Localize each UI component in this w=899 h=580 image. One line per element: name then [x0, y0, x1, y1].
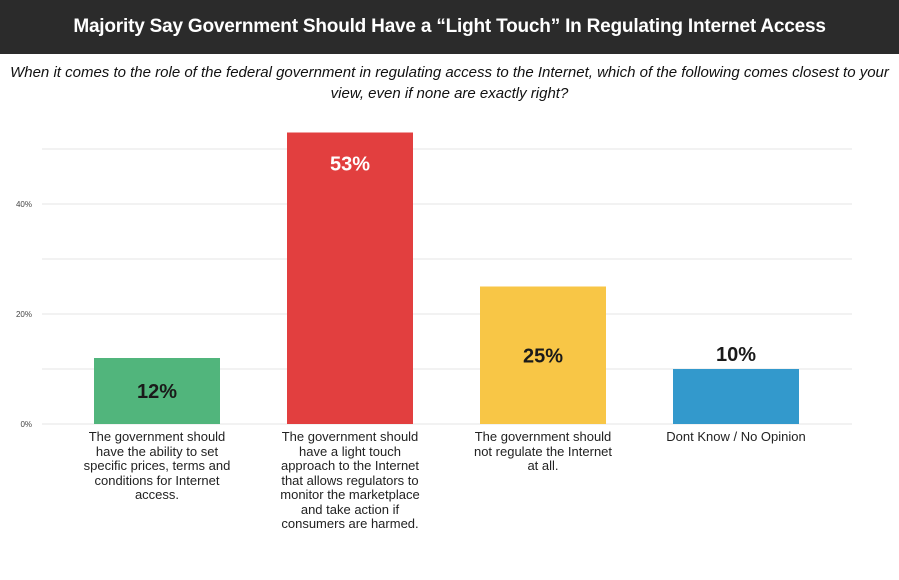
data-label: 10%	[716, 344, 756, 366]
data-label: 25%	[523, 345, 563, 367]
x-category-label: The government should have a light touch…	[280, 429, 420, 531]
y-tick-label: 40%	[16, 200, 32, 209]
bar-1	[94, 358, 220, 424]
data-label: 53%	[330, 154, 370, 176]
data-label: 12%	[137, 381, 177, 403]
x-category-label: Dont Know / No Opinion	[666, 429, 806, 444]
chart-title: Majority Say Government Should Have a “L…	[73, 16, 826, 37]
y-tick-label: 0%	[20, 420, 32, 429]
y-tick-label: 20%	[16, 310, 32, 319]
bar-3	[480, 286, 606, 424]
x-category-label: The government should have the ability t…	[83, 429, 231, 502]
x-category-label: The government should not regulate the I…	[473, 429, 613, 473]
title-banner: Majority Say Government Should Have a “L…	[0, 0, 899, 54]
bar-2	[287, 132, 413, 424]
bar-4	[673, 369, 799, 424]
survey-question: When it comes to the role of the federal…	[10, 64, 889, 102]
